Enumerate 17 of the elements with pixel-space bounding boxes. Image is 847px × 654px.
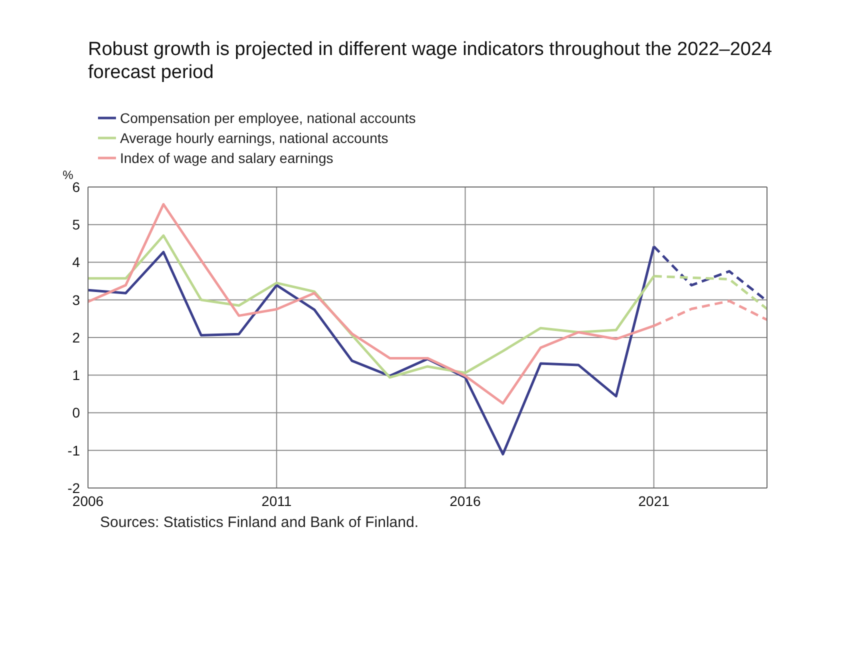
legend-label: Index of wage and salary earnings bbox=[120, 149, 334, 168]
y-tick-label: 4 bbox=[72, 254, 80, 270]
y-tick-label: 3 bbox=[72, 292, 80, 308]
y-tick-label: 6 bbox=[72, 178, 80, 195]
y-tick-label: 0 bbox=[72, 404, 80, 421]
x-tick-label: 2011 bbox=[262, 492, 292, 509]
y-axis-title: % bbox=[62, 168, 74, 182]
chart-title: Robust growth is projected in different wage indicators throughout the 2022–2024 forecast period bbox=[88, 38, 774, 84]
y-tick-label: 1 bbox=[72, 367, 80, 384]
legend-label: Average hourly earnings, national accounts bbox=[120, 129, 388, 148]
legend-label: Compensation per employee, national accounts bbox=[120, 109, 416, 128]
source-note: Sources: Statistics Finland and Bank of Finland. bbox=[100, 514, 420, 531]
y-tick-label: 5 bbox=[72, 216, 80, 233]
x-tick-label: 2021 bbox=[638, 492, 670, 509]
y-tick-label: 2 bbox=[72, 329, 80, 346]
x-tick-label: 2016 bbox=[450, 492, 482, 509]
y-tick-label: -1 bbox=[68, 442, 80, 458]
